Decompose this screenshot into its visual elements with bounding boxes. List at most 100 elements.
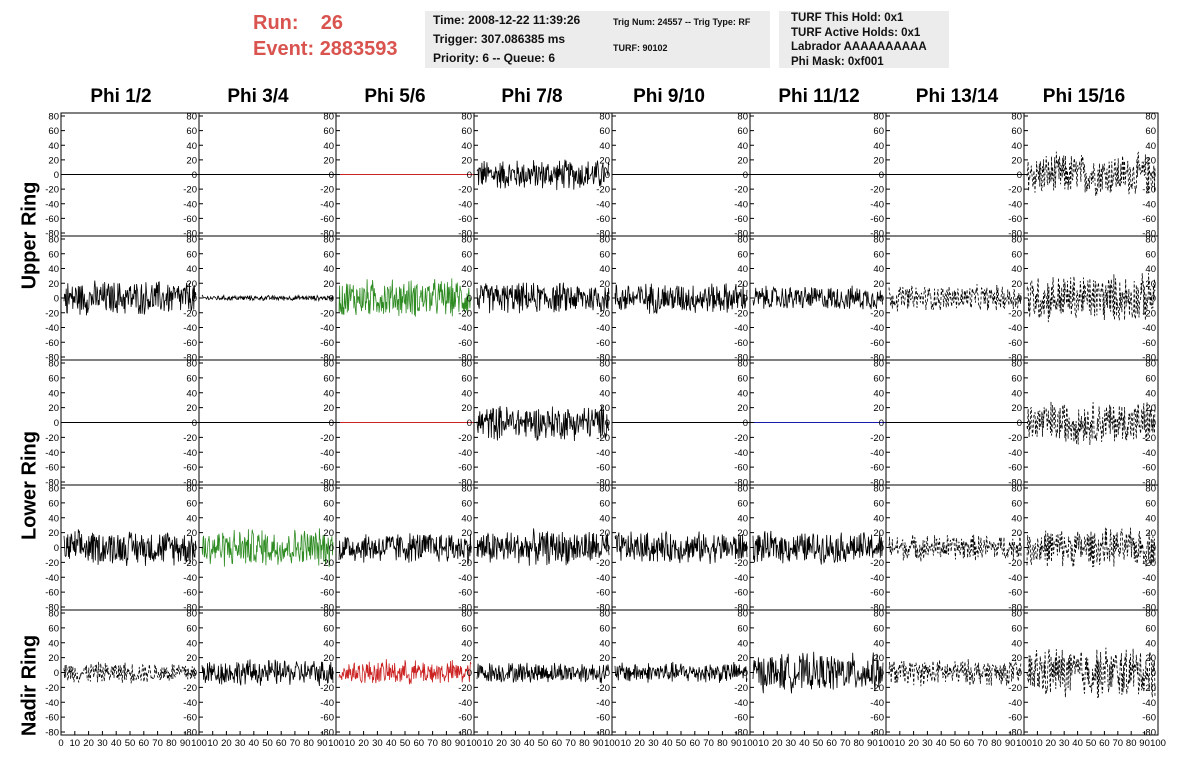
- y-tick-label: -20: [320, 185, 334, 196]
- y-tick-label: -20: [45, 185, 59, 196]
- y-tick-label: 40: [737, 513, 748, 524]
- y-tick-label: 60: [873, 498, 884, 509]
- y-tick-label: -40: [458, 698, 472, 709]
- y-tick-label: 20: [1011, 528, 1022, 539]
- waveform-trace: [752, 530, 884, 565]
- y-tick-label: -20: [45, 558, 59, 569]
- x-tick-label: 30: [786, 738, 797, 749]
- x-tick-label: 50: [813, 738, 824, 749]
- x-tick-label: 80: [579, 738, 590, 749]
- y-tick-label: 40: [186, 141, 197, 152]
- y-tick-label: -20: [596, 433, 610, 444]
- y-tick-label: -60: [1142, 338, 1156, 349]
- y-tick-label: 60: [48, 498, 59, 509]
- y-tick-label: 60: [737, 373, 748, 384]
- y-tick-label: 20: [186, 279, 197, 290]
- y-tick-label: -20: [734, 683, 748, 694]
- y-tick-label: 0: [54, 418, 59, 429]
- y-tick-label: 0: [743, 418, 748, 429]
- y-tick-label: 80: [1145, 235, 1156, 246]
- y-tick-label: -60: [45, 463, 59, 474]
- y-tick-label: 80: [737, 112, 748, 123]
- priority-text: Priority: 6 -- Queue: 6: [433, 51, 556, 65]
- y-tick-label: -60: [45, 338, 59, 349]
- y-tick-label: -40: [458, 323, 472, 334]
- y-tick-label: -20: [458, 558, 472, 569]
- y-tick-label: -80: [1142, 603, 1156, 614]
- y-tick-label: -60: [1142, 713, 1156, 724]
- y-tick-label: -40: [1008, 573, 1022, 584]
- y-tick-label: -40: [320, 448, 334, 459]
- y-tick-label: 0: [1151, 668, 1156, 679]
- y-tick-label: 60: [1011, 249, 1022, 260]
- y-tick-label: 80: [737, 359, 748, 370]
- y-tick-label: -20: [870, 308, 884, 319]
- y-tick-label: -40: [183, 448, 197, 459]
- y-tick-label: -40: [45, 448, 59, 459]
- x-tick-label: 20: [496, 738, 507, 749]
- y-tick-label: -20: [1008, 185, 1022, 196]
- y-tick-label: -60: [320, 338, 334, 349]
- y-tick-label: -80: [870, 229, 884, 240]
- y-tick-label: 80: [873, 235, 884, 246]
- y-tick-label: 40: [461, 513, 472, 524]
- y-tick-label: -60: [734, 588, 748, 599]
- x-tick-label: 70: [565, 738, 576, 749]
- y-tick-label: 80: [48, 484, 59, 495]
- y-tick-label: -20: [1008, 558, 1022, 569]
- y-tick-label: -60: [870, 463, 884, 474]
- y-tick-label: 60: [599, 126, 610, 137]
- y-tick-label: -60: [734, 463, 748, 474]
- y-tick-label: -80: [45, 478, 59, 489]
- y-tick-label: -40: [45, 698, 59, 709]
- y-tick-label: -80: [734, 353, 748, 364]
- y-tick-label: 80: [599, 609, 610, 620]
- x-tick-label: 30: [648, 738, 659, 749]
- y-tick-label: -60: [458, 713, 472, 724]
- y-tick-label: -20: [596, 185, 610, 196]
- waveform-trace: [1026, 527, 1156, 568]
- y-tick-label: -60: [734, 713, 748, 724]
- y-tick-label: -40: [320, 698, 334, 709]
- waveform-trace: [752, 285, 884, 310]
- y-tick-label: 20: [1011, 403, 1022, 414]
- y-tick-label: -60: [870, 588, 884, 599]
- y-tick-label: 40: [737, 264, 748, 275]
- y-tick-label: 60: [599, 498, 610, 509]
- y-tick-label: -80: [458, 478, 472, 489]
- y-tick-label: -80: [734, 478, 748, 489]
- y-tick-label: 0: [605, 668, 610, 679]
- y-tick-label: 60: [186, 249, 197, 260]
- waveform-trace: [338, 533, 472, 564]
- x-tick-label: 90: [180, 738, 191, 749]
- x-tick-label: 30: [372, 738, 383, 749]
- y-tick-label: 20: [1145, 528, 1156, 539]
- y-tick-label: 20: [186, 653, 197, 664]
- y-tick-label: 0: [1017, 668, 1022, 679]
- y-tick-label: 20: [873, 403, 884, 414]
- y-tick-label: -80: [183, 353, 197, 364]
- y-tick-label: 80: [1145, 609, 1156, 620]
- waveform-trace: [63, 661, 197, 684]
- y-tick-label: 80: [1011, 235, 1022, 246]
- y-tick-label: 80: [599, 235, 610, 246]
- x-tick-label: 80: [854, 738, 865, 749]
- y-tick-label: 40: [873, 513, 884, 524]
- y-tick-label: 40: [873, 141, 884, 152]
- y-tick-label: -60: [870, 338, 884, 349]
- y-tick-label: 60: [48, 126, 59, 137]
- y-tick-label: -40: [1142, 323, 1156, 334]
- y-tick-label: -80: [1142, 229, 1156, 240]
- y-tick-label: 40: [599, 513, 610, 524]
- y-tick-label: -20: [1142, 185, 1156, 196]
- y-tick-label: 60: [48, 623, 59, 634]
- x-tick-label: 20: [634, 738, 645, 749]
- y-tick-label: 80: [873, 484, 884, 495]
- y-tick-label: -60: [596, 588, 610, 599]
- y-tick-label: 40: [599, 141, 610, 152]
- x-tick-label: 20: [358, 738, 369, 749]
- y-tick-label: 20: [323, 279, 334, 290]
- y-tick-label: -20: [320, 308, 334, 319]
- x-tick-label: 10: [758, 738, 769, 749]
- y-tick-label: 40: [461, 638, 472, 649]
